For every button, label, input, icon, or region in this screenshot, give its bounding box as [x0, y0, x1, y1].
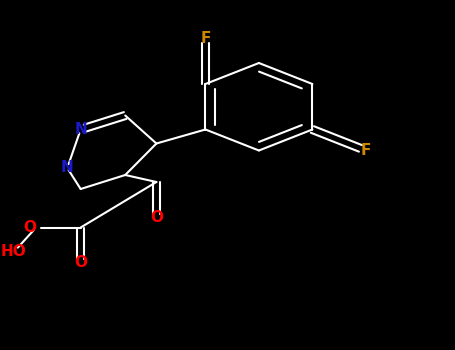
Text: F: F: [361, 143, 371, 158]
Text: F: F: [200, 31, 211, 46]
Text: O: O: [74, 255, 87, 270]
Text: N: N: [61, 161, 74, 175]
Text: O: O: [150, 210, 163, 224]
Text: O: O: [23, 220, 36, 235]
Text: N: N: [74, 122, 87, 137]
Text: HO: HO: [1, 245, 27, 259]
